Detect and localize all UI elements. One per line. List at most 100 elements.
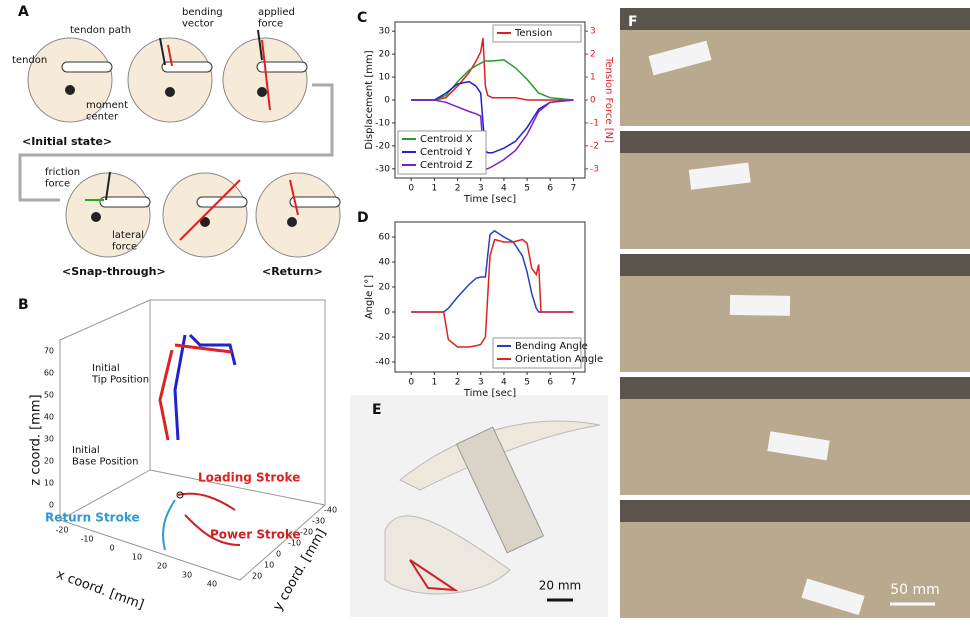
label: applied force — [258, 7, 295, 30]
x-tick-label: 1 — [432, 378, 438, 388]
x-tick-label: 7 — [571, 378, 577, 388]
x-tick-label: 0 — [109, 544, 114, 553]
legend-label: Centroid X — [420, 134, 473, 145]
panel-letter: C — [357, 10, 367, 26]
arrow — [179, 179, 241, 241]
z-tick-label: 20 — [44, 457, 54, 466]
slot — [161, 61, 213, 73]
actuator-image — [455, 426, 545, 554]
moment-center — [91, 212, 101, 222]
y2-tick-label: -2 — [590, 141, 599, 151]
y-tick-label: 30 — [379, 27, 391, 37]
series-line — [411, 229, 574, 313]
y2-axis-label: Tension Force [N] — [603, 56, 614, 143]
panel-e: E 20 mm — [350, 395, 608, 617]
label: Initial Tip Position — [91, 363, 149, 386]
robot-image — [729, 294, 791, 316]
chart: C0 1 2 3 4 5 6 7-30-20-100102030-3-2-10123Time … — [357, 10, 614, 205]
photo-back — [620, 377, 970, 399]
photo-back — [620, 254, 970, 276]
legend-box — [492, 24, 582, 43]
diagram-circle — [27, 37, 113, 123]
label: Initial Base Position — [72, 445, 138, 468]
state-label: <Snap-through> — [62, 265, 166, 278]
x-axis-label: Time [sec] — [463, 194, 516, 205]
label: friction force — [45, 167, 80, 190]
y-tick-label: -40 — [324, 506, 337, 515]
legend-box — [492, 337, 582, 369]
label: tendon — [12, 55, 47, 66]
robot-image — [767, 431, 830, 461]
z-tick-label: 60 — [44, 369, 54, 378]
base-point — [176, 491, 184, 499]
stroke-arrow — [177, 492, 236, 511]
legend-label: Centroid Z — [420, 160, 473, 171]
y-tick-label: -20 — [300, 528, 313, 537]
legend-label: Orientation Angle — [515, 354, 603, 365]
y-tick-label: -20 — [375, 333, 390, 343]
trajectory — [173, 333, 237, 441]
x-tick-label: 30 — [182, 571, 192, 580]
z-tick-label: 70 — [44, 347, 54, 356]
y2-tick-label: 2 — [590, 50, 596, 60]
arrow — [105, 171, 111, 201]
robot-image — [688, 162, 751, 190]
y-tick-label: -20 — [375, 141, 390, 151]
legend-label: Bending Angle — [515, 341, 588, 352]
panel-letter: B — [18, 297, 29, 313]
x-tick-label: 5 — [524, 184, 530, 194]
z-tick-label: 10 — [44, 479, 54, 488]
slot — [289, 196, 341, 208]
x-tick-label: 4 — [501, 378, 507, 388]
series-line — [411, 37, 574, 101]
scale-label: 50 mm — [890, 582, 940, 598]
label: tendon path — [70, 25, 131, 36]
label: Loading Stroke — [198, 471, 300, 485]
z-tick-label: 0 — [49, 501, 54, 510]
diagram-circle — [65, 172, 151, 258]
state-label: <Initial state> — [22, 135, 112, 148]
y-tick-label: -10 — [288, 539, 301, 548]
y-tick-label: 0 — [276, 550, 281, 559]
panel-letter: D — [357, 210, 369, 226]
x-tick-label: 40 — [207, 580, 217, 589]
robot-image — [648, 40, 712, 76]
chart: D 0 1 2 3 4 5 6 7 -40 -20 0 20 40 60 Time [sec] Angle [°… — [357, 210, 603, 399]
y2-tick-label: 1 — [590, 73, 596, 83]
panel-a: A tendon path tendon moment center bendin… — [12, 4, 341, 278]
arrow — [159, 37, 166, 66]
y-tick-label: -40 — [375, 358, 390, 368]
stroke-arrow — [184, 514, 241, 546]
y-tick-label: 20 — [379, 50, 391, 60]
y2-tick-label: -1 — [590, 118, 599, 128]
moment-center — [257, 87, 267, 97]
photo-back — [620, 500, 970, 522]
z-tick-label: 30 — [44, 435, 54, 444]
arrow — [167, 44, 173, 67]
stroke-arrow — [162, 499, 176, 551]
x-tick-label: 1 — [432, 184, 438, 194]
box-edge — [149, 469, 326, 506]
axis-label: z coord. [mm] — [29, 394, 44, 485]
x-tick-label: 7 — [571, 184, 577, 194]
flow-arrow — [18, 83, 334, 202]
label: lateral force — [112, 230, 144, 253]
y2-tick-label: 0 — [590, 96, 596, 106]
y-tick-label: 10 — [379, 73, 391, 83]
x-tick-label: -20 — [55, 526, 68, 535]
x-tick-label: 6 — [547, 184, 553, 194]
photo-back — [620, 8, 970, 30]
moment-center — [200, 217, 210, 227]
y-axis-label: Angle [°] — [364, 275, 375, 320]
x-tick-label: 20 — [157, 562, 167, 571]
diagram-circle — [127, 37, 213, 123]
y-tick-label: 40 — [379, 258, 391, 268]
label: moment center — [86, 100, 128, 123]
label: Power Stroke — [210, 528, 301, 542]
y-tick-label: -30 — [375, 164, 390, 174]
moment-center — [287, 217, 297, 227]
linkage — [409, 559, 459, 592]
legend-label: Tension — [514, 28, 552, 39]
arrow — [289, 179, 299, 216]
legend-label: Centroid Y — [420, 147, 473, 158]
